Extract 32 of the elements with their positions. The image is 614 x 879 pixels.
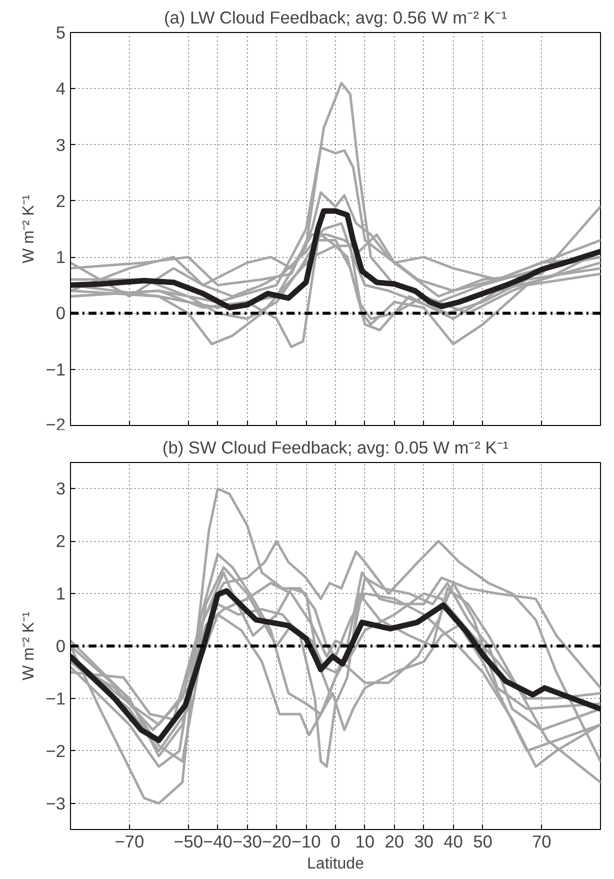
y-tick-label: −2 bbox=[46, 740, 66, 761]
y-tick-label: 0 bbox=[56, 303, 66, 324]
y-tick-label: 4 bbox=[56, 78, 66, 99]
y-tick-label: −1 bbox=[46, 688, 66, 708]
x-tick-label: −40 bbox=[203, 832, 232, 852]
x-tick-label: 70 bbox=[532, 832, 552, 852]
y-axis-title: W m⁻² K⁻¹ bbox=[20, 612, 38, 680]
x-tick-label: −70 bbox=[114, 832, 144, 852]
y-tick-label: 3 bbox=[56, 134, 66, 155]
y-tick-label: −1 bbox=[46, 359, 66, 380]
chart-title: (a) LW Cloud Feedback; avg: 0.56 W m⁻² K⁻¹ bbox=[164, 8, 508, 28]
x-tick-label: −50 bbox=[174, 832, 203, 852]
x-tick-label: 40 bbox=[444, 832, 463, 852]
y-tick-label: 1 bbox=[56, 247, 66, 268]
y-tick-label: 0 bbox=[56, 636, 66, 656]
y-axis-title: W m⁻² K⁻¹ bbox=[20, 194, 38, 264]
x-tick-label: −10 bbox=[291, 832, 321, 852]
x-tick-label: −20 bbox=[262, 832, 292, 852]
x-tick-label: 30 bbox=[414, 832, 434, 852]
x-tick-label: 10 bbox=[355, 832, 375, 852]
x-tick-label: 0 bbox=[330, 832, 340, 852]
y-tick-label: 5 bbox=[56, 22, 66, 42]
y-tick-label: 2 bbox=[56, 531, 66, 552]
y-tick-label: −3 bbox=[46, 793, 66, 814]
y-tick-label: 2 bbox=[56, 190, 66, 211]
x-tick-label: −30 bbox=[232, 832, 262, 852]
x-tick-label: 50 bbox=[473, 832, 492, 852]
x-tick-label: 20 bbox=[384, 832, 404, 852]
y-tick-label: 3 bbox=[56, 478, 66, 499]
y-tick-label: 1 bbox=[56, 584, 66, 604]
x-axis-title: Latitude bbox=[307, 856, 364, 872]
chart-title: (b) SW Cloud Feedback; avg: 0.05 W m⁻² K⁻¹ bbox=[162, 438, 509, 458]
